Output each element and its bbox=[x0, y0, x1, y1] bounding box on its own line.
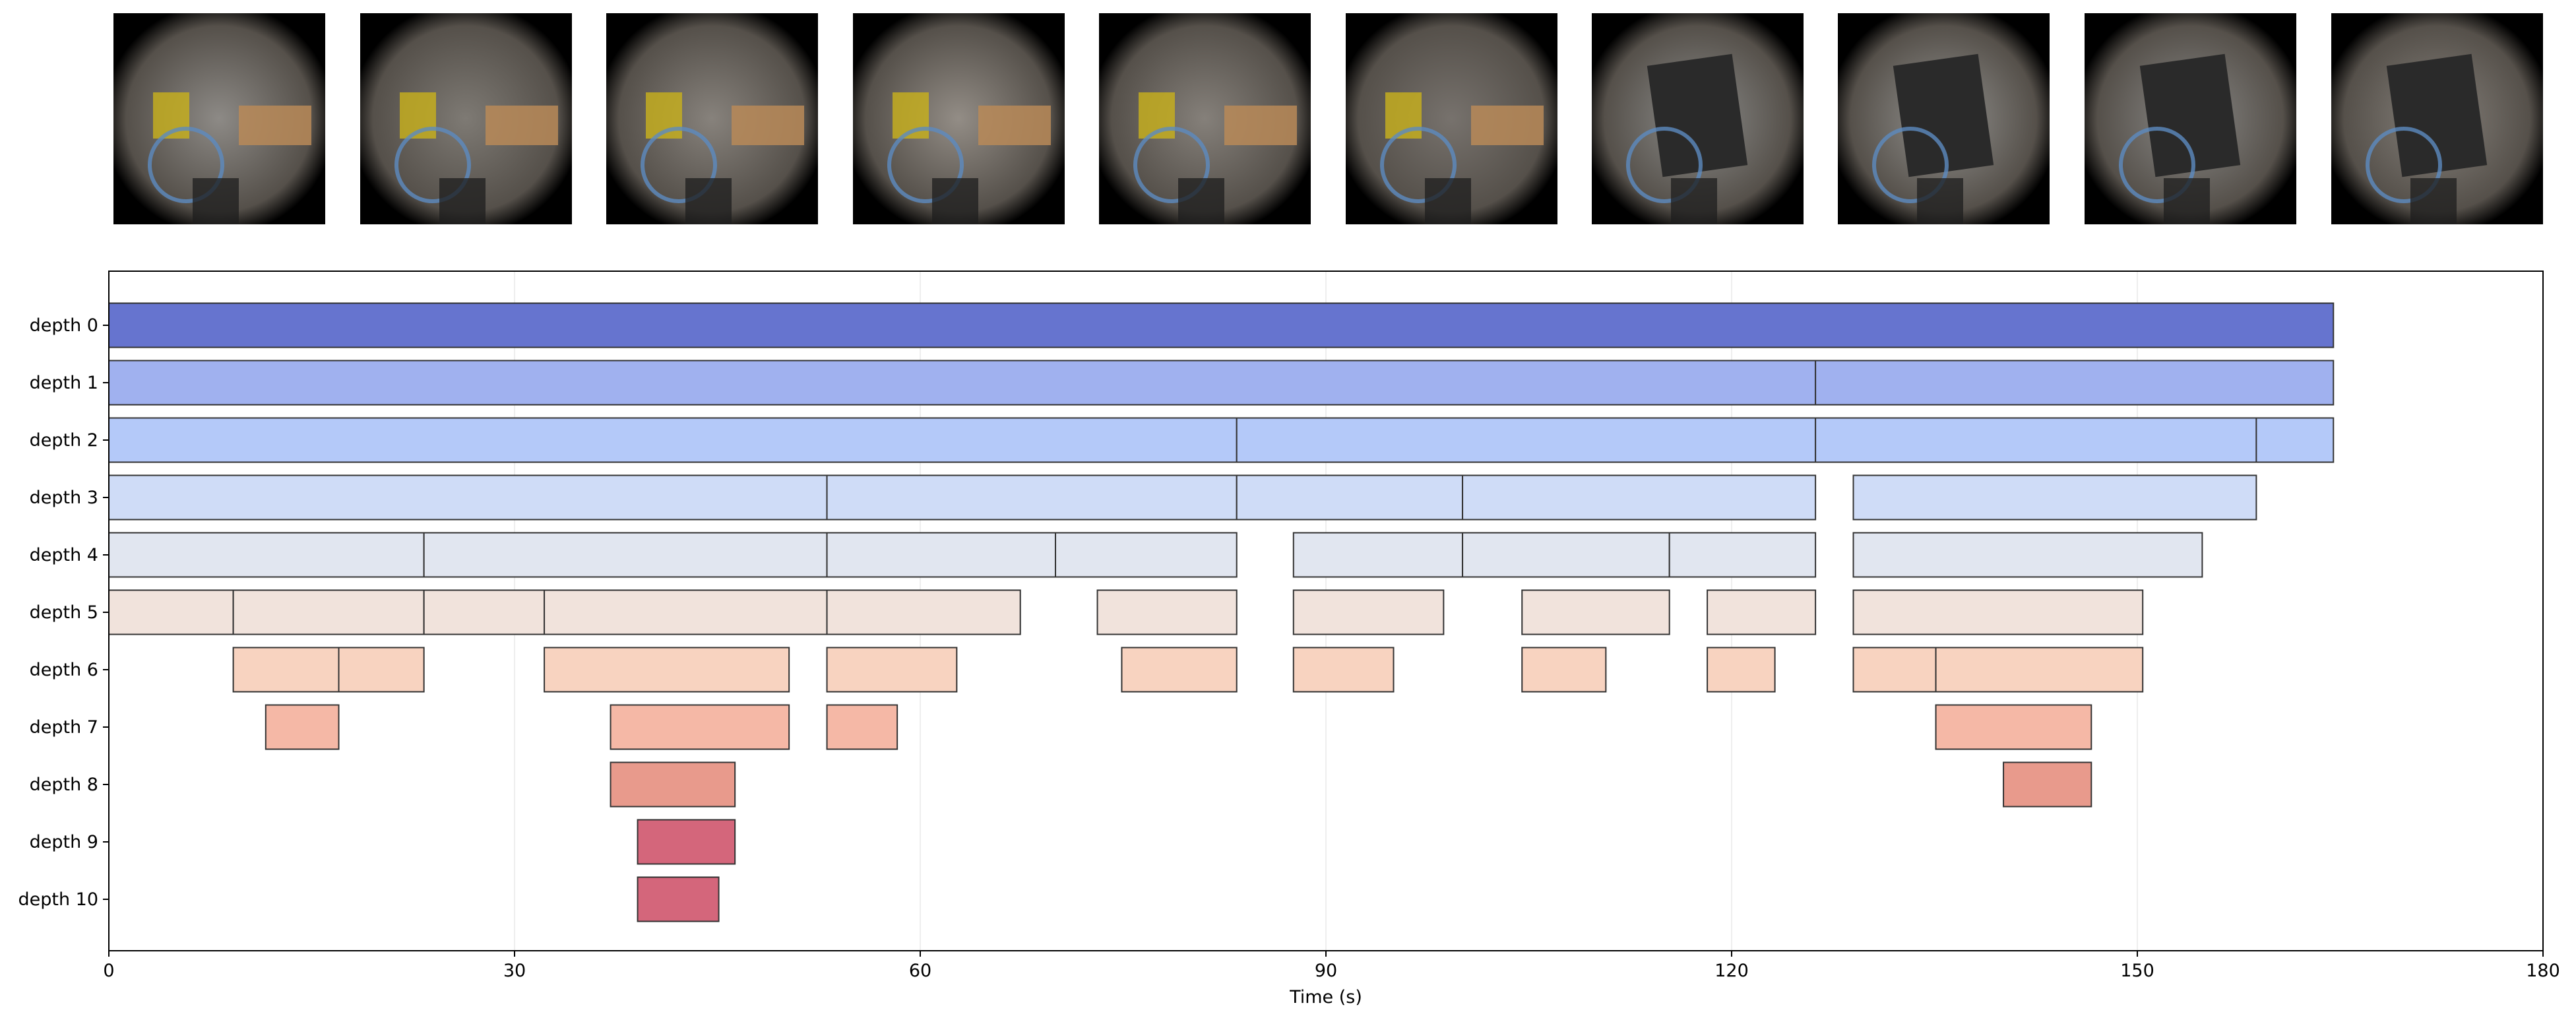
segment-bar bbox=[544, 589, 828, 635]
segment-bar bbox=[108, 532, 425, 578]
segment-bar bbox=[338, 647, 425, 693]
segment-bar bbox=[1815, 360, 2335, 406]
segment-bar bbox=[1852, 532, 2203, 578]
thumbnail-frame-5 bbox=[1099, 13, 1311, 224]
segment-bar bbox=[1236, 474, 1464, 521]
segment-bar bbox=[108, 474, 828, 521]
segment-bar bbox=[108, 589, 234, 635]
segment-bar bbox=[1668, 532, 1817, 578]
x-tick-label: 0 bbox=[103, 961, 114, 981]
egocentric-video-frame-icon bbox=[2331, 13, 2543, 224]
segment-bar bbox=[423, 589, 546, 635]
y-tick-label: depth 4 bbox=[30, 545, 98, 565]
segment-bars bbox=[108, 302, 2335, 922]
thumbnail-strip bbox=[0, 0, 2576, 231]
segment-bar bbox=[1462, 474, 1817, 521]
egocentric-video-frame-icon bbox=[360, 13, 572, 224]
segment-bar bbox=[1121, 647, 1238, 693]
segment-bar bbox=[826, 647, 958, 693]
segment-bar bbox=[108, 302, 2335, 348]
thumbnail-frame-1 bbox=[113, 13, 325, 224]
y-tick-label: depth 7 bbox=[30, 717, 98, 738]
egocentric-video-frame-icon bbox=[1592, 13, 1804, 224]
thumbnail-frame-9 bbox=[2085, 13, 2296, 224]
segment-bar bbox=[1292, 647, 1395, 693]
y-tick-label: depth 5 bbox=[30, 602, 98, 623]
egocentric-video-frame-icon bbox=[1099, 13, 1311, 224]
thumbnail-frame-10 bbox=[2331, 13, 2543, 224]
segment-bar bbox=[1236, 417, 1817, 463]
segment-bar bbox=[1852, 647, 1937, 693]
segment-bar bbox=[826, 704, 898, 750]
segment-bar bbox=[1521, 589, 1670, 635]
segment-bar bbox=[1935, 647, 2144, 693]
segment-bar bbox=[1521, 647, 1607, 693]
depth-timeline-chart: depth 0 depth 1 depth 2 depth 3 depth 4 depth… bbox=[18, 271, 2560, 1007]
x-tick-label: 180 bbox=[2526, 961, 2560, 981]
thumbnail-frame-8 bbox=[1838, 13, 2050, 224]
x-tick-label: 150 bbox=[2120, 961, 2154, 981]
segment-bar bbox=[2255, 417, 2335, 463]
segment-bar bbox=[544, 647, 790, 693]
segment-bar bbox=[1935, 704, 2092, 750]
thumbnail-frame-7 bbox=[1592, 13, 1804, 224]
segment-bar bbox=[826, 474, 1238, 521]
egocentric-video-frame-icon bbox=[606, 13, 818, 224]
x-tick-label: 30 bbox=[503, 961, 526, 981]
segment-bar bbox=[2003, 761, 2092, 808]
y-tick-label: depth 8 bbox=[30, 775, 98, 795]
segment-bar bbox=[1852, 589, 2144, 635]
egocentric-video-frame-icon bbox=[1346, 13, 1557, 224]
segment-bar bbox=[1707, 647, 1776, 693]
egocentric-video-frame-icon bbox=[853, 13, 1065, 224]
y-axis: depth 0 depth 1 depth 2 depth 3 depth 4 depth… bbox=[18, 315, 109, 910]
segment-bar bbox=[1292, 532, 1464, 578]
segment-bar bbox=[1292, 589, 1445, 635]
x-axis-label: Time (s) bbox=[1289, 987, 1362, 1007]
y-tick-label: depth 3 bbox=[30, 488, 98, 508]
segment-bar bbox=[1462, 532, 1670, 578]
y-tick-label: depth 10 bbox=[18, 889, 98, 910]
x-tick-label: 60 bbox=[909, 961, 931, 981]
y-tick-label: depth 1 bbox=[30, 373, 98, 393]
y-tick-label: depth 9 bbox=[30, 832, 98, 852]
x-tick-label: 120 bbox=[1714, 961, 1749, 981]
segment-bar bbox=[1852, 474, 2257, 521]
segment-bar bbox=[610, 704, 790, 750]
y-tick-label: depth 0 bbox=[30, 315, 98, 336]
segment-bar bbox=[1707, 589, 1817, 635]
y-tick-label: depth 2 bbox=[30, 430, 98, 451]
segment-bar bbox=[826, 532, 1057, 578]
x-tick-label: 90 bbox=[1315, 961, 1337, 981]
thumbnail-frame-3 bbox=[606, 13, 818, 224]
segment-bar bbox=[1055, 532, 1238, 578]
egocentric-video-frame-icon bbox=[1838, 13, 2050, 224]
thumbnail-frame-6 bbox=[1346, 13, 1557, 224]
segment-bar bbox=[637, 876, 720, 922]
thumbnail-frame-4 bbox=[853, 13, 1065, 224]
segment-bar bbox=[637, 819, 736, 865]
segment-bar bbox=[108, 417, 1238, 463]
thumbnail-frame-2 bbox=[360, 13, 572, 224]
segment-bar bbox=[610, 761, 736, 808]
segment-bar bbox=[423, 532, 828, 578]
segment-bar bbox=[108, 360, 1817, 406]
segment-bar bbox=[265, 704, 340, 750]
segment-bar bbox=[232, 647, 340, 693]
segment-bar bbox=[1096, 589, 1238, 635]
egocentric-video-frame-icon bbox=[2085, 13, 2296, 224]
y-tick-label: depth 6 bbox=[30, 660, 98, 680]
segment-bar bbox=[232, 589, 425, 635]
egocentric-video-frame-icon bbox=[113, 13, 325, 224]
segment-bar bbox=[1815, 417, 2257, 463]
segment-bar bbox=[826, 589, 1021, 635]
x-axis: 0 30 60 90 120 150 180 bbox=[103, 951, 2560, 981]
